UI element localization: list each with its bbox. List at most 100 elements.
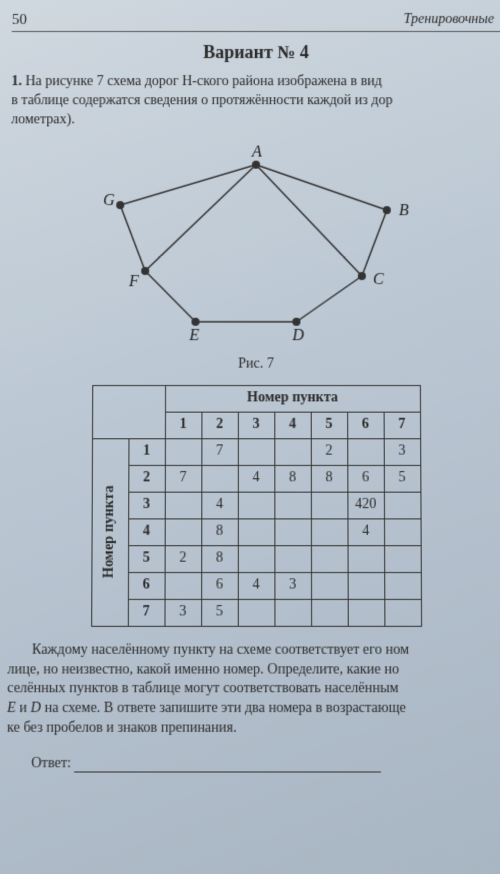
graph-edge — [256, 164, 387, 209]
figure: ABCDEFG — [10, 144, 500, 352]
table-cell — [165, 572, 202, 599]
explain-line-5: ке без пробелов и знаков препинания. — [7, 721, 237, 737]
table-row-num: 1 — [128, 438, 165, 465]
table-col-num: 6 — [347, 412, 384, 439]
section-label: Тренировочные — [404, 12, 495, 29]
table-cell — [348, 545, 385, 572]
table-cell: 7 — [201, 438, 237, 465]
graph-label: B — [399, 202, 409, 219]
table-cell: 5 — [384, 465, 421, 492]
table-cell — [274, 599, 311, 626]
table-row-num: 5 — [128, 545, 165, 572]
table-cell — [384, 545, 421, 572]
table-cell — [238, 438, 274, 465]
table-row-header: Номер пункта — [91, 438, 128, 626]
table-cell: 8 — [311, 465, 348, 492]
task-number: 1. — [11, 74, 22, 89]
graph-node — [116, 201, 124, 209]
table-cell: 6 — [347, 465, 384, 492]
explain-var-d: D — [31, 701, 41, 717]
table-cell — [165, 492, 202, 519]
table-cell: 7 — [165, 465, 202, 492]
graph-label: F — [128, 273, 139, 290]
table-cell — [238, 519, 275, 546]
table-cell: 2 — [311, 438, 348, 465]
table-cell: 8 — [274, 465, 311, 492]
graph-node — [292, 317, 300, 325]
table-cell: 6 — [201, 572, 238, 599]
graph-edge — [120, 205, 145, 271]
explain-text: Каждому населённому пункту на схеме соот… — [7, 641, 500, 739]
table-cell — [347, 438, 384, 465]
explain-line-2: лице, но неизвестно, какой именно номер.… — [7, 662, 399, 678]
table-cell — [165, 519, 202, 546]
graph-node — [141, 267, 149, 275]
graph-diagram: ABCDEFG — [84, 144, 427, 347]
table-cell — [274, 438, 311, 465]
table-cell: 4 — [238, 572, 275, 599]
table-col-num: 3 — [238, 412, 274, 439]
table-col-num: 2 — [201, 412, 237, 439]
table-corner — [92, 385, 165, 438]
table-cell: 3 — [384, 438, 421, 465]
table-cell — [201, 465, 238, 492]
table-cell — [348, 572, 385, 599]
table-row-num: 2 — [128, 465, 165, 492]
table-cell: 420 — [347, 492, 384, 519]
table-cell: 8 — [201, 519, 238, 546]
graph-label: G — [103, 192, 115, 209]
table-col-num: 1 — [165, 412, 201, 439]
table-cell — [311, 599, 348, 626]
table-cell: 8 — [201, 545, 238, 572]
table-cell — [311, 492, 348, 519]
explain-var-e: E — [7, 701, 16, 717]
table-row-num: 4 — [128, 519, 165, 546]
table-cell — [311, 545, 348, 572]
task-line-2: в таблице содержатся сведения о протяжён… — [11, 93, 392, 108]
page-number: 50 — [12, 12, 27, 29]
table-cell: 3 — [164, 599, 201, 626]
table-row-num: 7 — [128, 599, 165, 626]
explain-line-1: Каждому населённому пункту на схеме соот… — [32, 642, 409, 658]
table-cell — [274, 492, 311, 519]
table-cell — [384, 519, 421, 546]
graph-label: E — [188, 327, 199, 344]
task-line-3: лометрах). — [11, 112, 75, 127]
table-cell — [384, 599, 421, 626]
table-cell — [384, 492, 421, 519]
table-cell: 2 — [165, 545, 202, 572]
graph-node — [358, 272, 366, 280]
table-col-header: Номер пункта — [165, 385, 420, 412]
answer-label: Ответ: — [31, 756, 71, 772]
graph-label: A — [251, 144, 262, 160]
table-cell: 5 — [201, 599, 238, 626]
table-cell — [238, 599, 275, 626]
explain-line-4: на схеме. В ответе запишите эти два номе… — [41, 701, 406, 717]
table-cell — [311, 519, 348, 546]
table-cell: 3 — [274, 572, 311, 599]
task-line-1: На рисунке 7 схема дорог Н-ского района … — [25, 74, 382, 89]
table-row-num: 6 — [128, 572, 165, 599]
table-cell — [238, 492, 275, 519]
table-cell: 4 — [201, 492, 238, 519]
table-col-num: 5 — [311, 412, 348, 439]
explain-and: и — [16, 701, 31, 717]
table-cell — [274, 519, 311, 546]
graph-edge — [145, 271, 196, 322]
table-row-num: 3 — [128, 492, 165, 519]
table-cell — [384, 572, 421, 599]
table-cell — [311, 572, 348, 599]
graph-edge — [296, 276, 362, 322]
table-cell — [165, 438, 202, 465]
table-cell — [238, 545, 275, 572]
answer-blank — [75, 772, 382, 773]
table-cell: 4 — [347, 519, 384, 546]
distance-table: Номер пункта1234567Номер пункта172327488… — [91, 385, 422, 627]
graph-edge — [256, 164, 362, 275]
table-cell: 4 — [238, 465, 275, 492]
figure-caption: Рис. 7 — [9, 356, 500, 372]
task-text: 1. На рисунке 7 схема дорог Н-ского райо… — [11, 73, 500, 130]
answer-row: Ответ: — [7, 756, 500, 773]
variant-title: Вариант № 4 — [12, 42, 500, 63]
graph-label: D — [291, 327, 304, 344]
